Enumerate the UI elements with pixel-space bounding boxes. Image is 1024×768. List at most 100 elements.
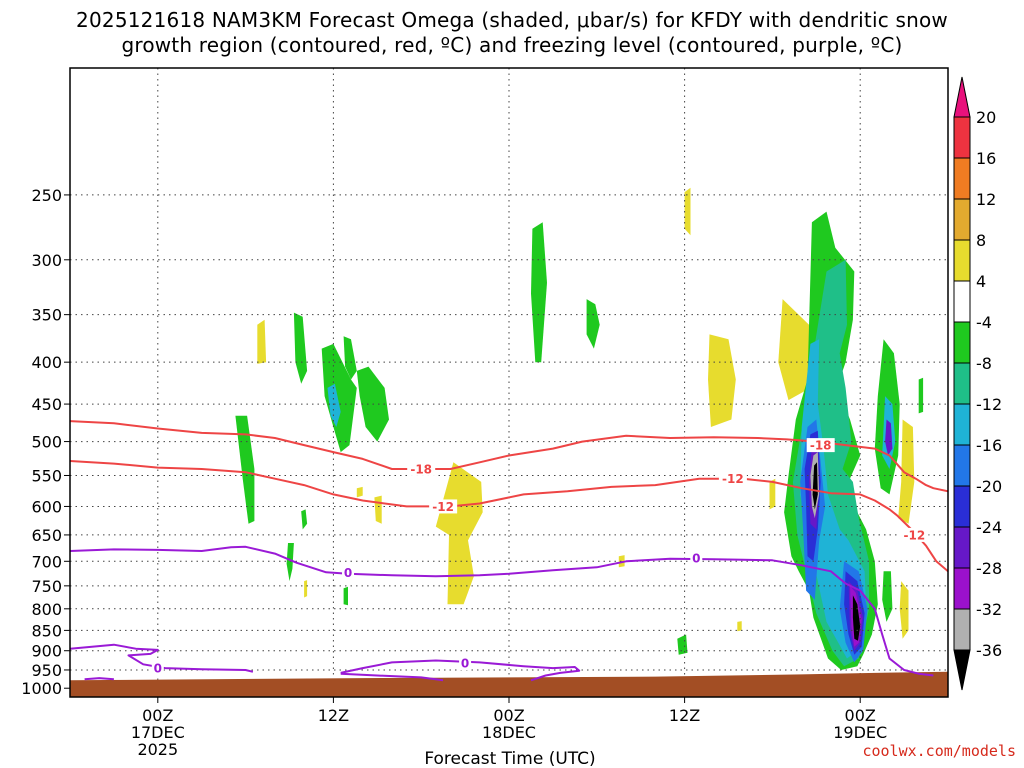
- freezing-level-stub-line: [84, 677, 114, 681]
- dgz-lower-line: [70, 460, 948, 573]
- y-tick-label-450: 450: [31, 395, 62, 414]
- colorbar-label-1: 16: [976, 149, 996, 168]
- omega-region-34: [885, 419, 893, 456]
- colorbar-swatch-5: [953, 321, 971, 364]
- dgz-upper-line: [70, 420, 948, 493]
- dgz-upper-label: -18: [410, 462, 432, 476]
- dgz-lower-label: -12: [432, 500, 454, 514]
- dgz-lower-extra-label-1: -12: [903, 528, 925, 542]
- x-tick-label-4-0: 00Z: [845, 706, 876, 725]
- chart-title-line-2: growth region (contoured, red, ºC) and f…: [121, 33, 903, 57]
- y-axis-ticks: 250 300 350 400 450 500 550 600 650 700 750 800 850 9…: [21, 186, 70, 698]
- omega-region-42: [737, 621, 742, 632]
- y-tick-label-550: 550: [31, 466, 62, 485]
- colorbar-label-10: -24: [976, 518, 1002, 537]
- colorbar-top-arrow: [953, 76, 971, 118]
- colorbar-label-2: 12: [976, 190, 996, 209]
- x-tick-label-2-0: 00Z: [493, 706, 524, 725]
- y-tick-label-750: 750: [31, 577, 62, 596]
- ground-fill: [70, 671, 948, 697]
- omega-region-10: [374, 495, 382, 524]
- colorbar-swatch-0: [953, 116, 971, 159]
- omega-region-4: [343, 336, 357, 380]
- x-tick-label-4-1: 19DEC: [833, 723, 887, 742]
- omega-region-38: [769, 478, 776, 510]
- freezing-level-mid-line: [340, 659, 581, 682]
- y-tick-label-500: 500: [31, 433, 62, 452]
- dgz-lower-extra-label-0: -12: [722, 472, 744, 486]
- omega-region-11: [343, 586, 348, 606]
- x-tick-label-0-1: 17DEC: [131, 723, 185, 742]
- y-tick-label-850: 850: [31, 621, 62, 640]
- x-axis-label: Forecast Time (UTC): [424, 749, 595, 768]
- omega-region-13: [435, 462, 483, 605]
- x-tick-label-3-0: 12Z: [669, 706, 700, 725]
- freezing-level-label: 0: [344, 566, 352, 580]
- x-tick-label-1-0: 12Z: [318, 706, 349, 725]
- colorbar-swatch-12: [953, 608, 971, 651]
- freezing-level-line: [70, 545, 934, 677]
- colorbar-label-13: -36: [976, 641, 1002, 660]
- chart-title-line-1: 2025121618 NAM3KM Forecast Omega (shaded…: [76, 8, 948, 32]
- freezing-level-label-bg: [342, 565, 355, 580]
- y-tick-label-300: 300: [31, 251, 62, 270]
- omega-region-39: [918, 377, 924, 414]
- colorbar-label-5: -4: [976, 313, 992, 332]
- y-tick-label-800: 800: [31, 600, 62, 619]
- y-tick-label-250: 250: [31, 186, 62, 205]
- omega-region-14: [531, 222, 547, 363]
- y-tick-label-650: 650: [31, 526, 62, 545]
- y-tick-label-950: 950: [31, 661, 62, 680]
- dgz-lower-label-bg: [429, 499, 458, 514]
- omega-region-7: [301, 509, 308, 530]
- omega-region-36: [882, 571, 893, 622]
- colorbar-swatch-8: [953, 444, 971, 487]
- y-tick-label-400: 400: [31, 353, 62, 372]
- omega-region-2: [321, 343, 357, 453]
- omega-shading-layer: [235, 187, 924, 670]
- colorbar-label-6: -8: [976, 354, 992, 373]
- dgz-lower-extra-label-0-bg: [718, 471, 747, 486]
- credit-text: coolwx.com/models: [862, 742, 1016, 760]
- contour-layer: -18 -12 -12 -12 -18 0 0 0 0: [70, 420, 948, 682]
- colorbar-swatch-6: [953, 362, 971, 405]
- ground-layer: [70, 671, 948, 697]
- freezing-level-label-2-bg: [690, 551, 703, 566]
- colorbar-swatch-1: [953, 157, 971, 200]
- omega-region-6: [235, 415, 255, 524]
- freezing-level-low-label: 0: [154, 662, 162, 676]
- colorbar-label-8: -16: [976, 436, 1002, 455]
- dgz-lower-extra-label-1-bg: [900, 527, 929, 542]
- x-tick-label-0-2: 2025: [137, 740, 178, 759]
- y-tick-label-700: 700: [31, 552, 62, 571]
- colorbar-label-7: -12: [976, 395, 1002, 414]
- omega-region-16: [684, 187, 691, 236]
- colorbar: 20 16 12 8 4 -4 -8 -12 -16 -20 -24 -28 -32 -36: [953, 76, 1002, 691]
- omega-region-9: [286, 543, 294, 582]
- colorbar-swatch-3: [953, 239, 971, 282]
- omega-region-12: [304, 580, 308, 598]
- colorbar-swatch-7: [953, 403, 971, 446]
- omega-region-40: [677, 634, 688, 655]
- colorbar-label-4: 4: [976, 272, 986, 291]
- colorbar-label-9: -20: [976, 477, 1002, 496]
- freezing-level-low-line: [70, 643, 254, 673]
- freezing-level-mid-label: 0: [461, 657, 469, 671]
- colorbar-swatch-4: [953, 280, 971, 323]
- omega-region-17: [708, 334, 736, 427]
- freezing-level-mid-label-bg: [459, 656, 472, 671]
- colorbar-swatch-11: [953, 567, 971, 610]
- colorbar-swatch-9: [953, 485, 971, 528]
- omega-region-1: [293, 312, 308, 384]
- freezing-level-label-2: 0: [692, 552, 700, 566]
- y-tick-label-600: 600: [31, 497, 62, 516]
- omega-region-35: [898, 419, 915, 524]
- colorbar-label-3: 8: [976, 231, 986, 250]
- omega-region-31: [852, 595, 861, 641]
- freezing-level-low-label-bg: [151, 661, 164, 676]
- dgz-upper-label-bg: [407, 461, 436, 476]
- colorbar-label-0: 20: [976, 108, 996, 127]
- dgz-lower-extra-label-2-bg: [806, 438, 835, 453]
